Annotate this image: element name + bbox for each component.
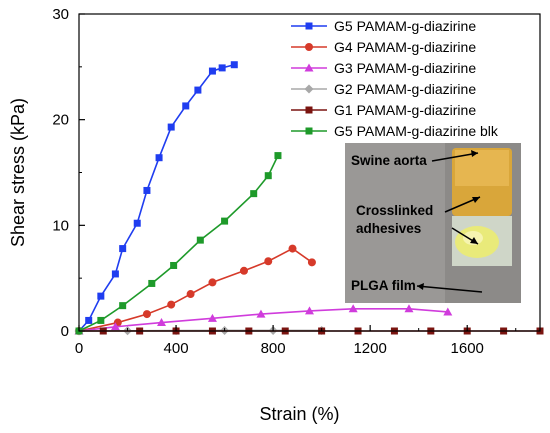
y-tick-label: 20: [52, 112, 69, 129]
data-point: [208, 67, 216, 75]
data-point: [97, 292, 105, 300]
y-axis-title: Shear stress (kPa): [8, 98, 28, 247]
data-point: [404, 304, 414, 313]
data-point: [288, 244, 297, 253]
data-point: [250, 190, 258, 198]
arrowhead-crosslinked-2: [470, 237, 478, 244]
legend-marker: [305, 43, 313, 51]
data-point: [194, 86, 202, 94]
series-6: [75, 152, 282, 335]
legend-marker: [304, 63, 314, 72]
legend-entry: G3 PAMAM-g-diazirine: [291, 60, 476, 76]
x-tick-label: 400: [164, 340, 189, 357]
legend-marker: [305, 22, 313, 30]
data-point: [230, 61, 238, 69]
series-1: [75, 61, 238, 335]
legend-marker: [305, 127, 313, 135]
legend-label: G5 PAMAM-g-diazirine: [334, 18, 476, 34]
series-line: [78, 247, 313, 332]
adhesive-glare: [463, 231, 483, 245]
y-tick-label: 30: [52, 6, 69, 23]
data-point: [133, 219, 141, 227]
legend-label: G1 PAMAM-g-diazirine: [334, 102, 476, 118]
data-point: [218, 64, 226, 72]
data-point: [85, 316, 93, 324]
inset-label-swine-aorta: Swine aorta: [351, 153, 427, 168]
legend-marker: [305, 106, 313, 114]
data-point: [119, 245, 127, 253]
arrowhead-plga-film: [417, 283, 424, 290]
data-point: [170, 261, 178, 269]
legend: G5 PAMAM-g-diazirine G4 PAMAM-g-diazirine…: [291, 18, 499, 139]
data-point: [221, 217, 229, 225]
data-point: [111, 270, 119, 278]
data-point: [155, 154, 163, 162]
legend-entry: G2 PAMAM-g-diazirine: [291, 81, 476, 97]
legend-label: G4 PAMAM-g-diazirine: [334, 39, 476, 55]
data-point: [97, 316, 105, 324]
data-point: [208, 278, 217, 287]
data-point: [182, 102, 190, 110]
data-point: [239, 266, 248, 275]
legend-label: G3 PAMAM-g-diazirine: [334, 60, 476, 76]
x-tick-label: 1200: [353, 340, 386, 357]
data-point: [167, 123, 175, 131]
arrow-plga-film: [416, 285, 483, 293]
data-point: [143, 186, 151, 194]
inset-label-adhesives: adhesives: [356, 221, 421, 236]
inset-photo: Swine aorta Crosslinked adhesives PLGA f…: [345, 143, 521, 303]
arrowhead-crosslinked-1: [472, 197, 480, 203]
series-2: [75, 244, 316, 335]
legend-marker: [304, 84, 314, 94]
data-point: [256, 309, 266, 318]
data-point: [156, 318, 166, 327]
arrowhead-swine-aorta: [471, 150, 478, 157]
x-tick-label: 800: [261, 340, 286, 357]
data-point: [148, 279, 156, 287]
legend-entry: G1 PAMAM-g-diazirine: [291, 102, 476, 118]
legend-entry: G4 PAMAM-g-diazirine: [291, 39, 476, 55]
data-point: [264, 172, 272, 180]
data-point: [186, 290, 195, 299]
inset-label-plga-film: PLGA film: [351, 278, 416, 293]
inset-label-crosslinked: Crosslinked: [356, 203, 433, 218]
legend-label: G5 PAMAM-g-diazirine blk: [334, 123, 499, 139]
arrow-swine-aorta: [431, 152, 479, 162]
x-tick-label: 1600: [451, 340, 484, 357]
series-line: [78, 155, 279, 332]
data-point: [443, 307, 453, 316]
legend-entry: G5 PAMAM-g-diazirine: [291, 18, 476, 34]
data-point: [167, 300, 176, 309]
data-point: [305, 306, 314, 315]
inset-shade: [345, 143, 445, 303]
legend-label: G2 PAMAM-g-diazirine: [334, 81, 476, 97]
x-tick-label: 0: [75, 340, 83, 357]
data-point: [307, 258, 316, 267]
axes-layer: 0 400 800 1200 1600 0 10 20 30 Strain (%) Shear st…: [8, 6, 541, 424]
data-point: [142, 310, 151, 319]
data-point: [348, 304, 358, 313]
data-point: [196, 236, 204, 244]
legend-entry: G5 PAMAM-g-diazirine blk: [291, 123, 499, 139]
data-point: [119, 302, 127, 310]
y-tick-label: 0: [61, 323, 69, 340]
series-line: [78, 63, 235, 332]
y-tick-label: 10: [52, 217, 69, 234]
x-axis-title: Strain (%): [259, 404, 339, 424]
data-point: [264, 257, 273, 266]
data-point: [207, 313, 217, 322]
data-point: [110, 322, 120, 331]
data-point: [274, 152, 282, 160]
